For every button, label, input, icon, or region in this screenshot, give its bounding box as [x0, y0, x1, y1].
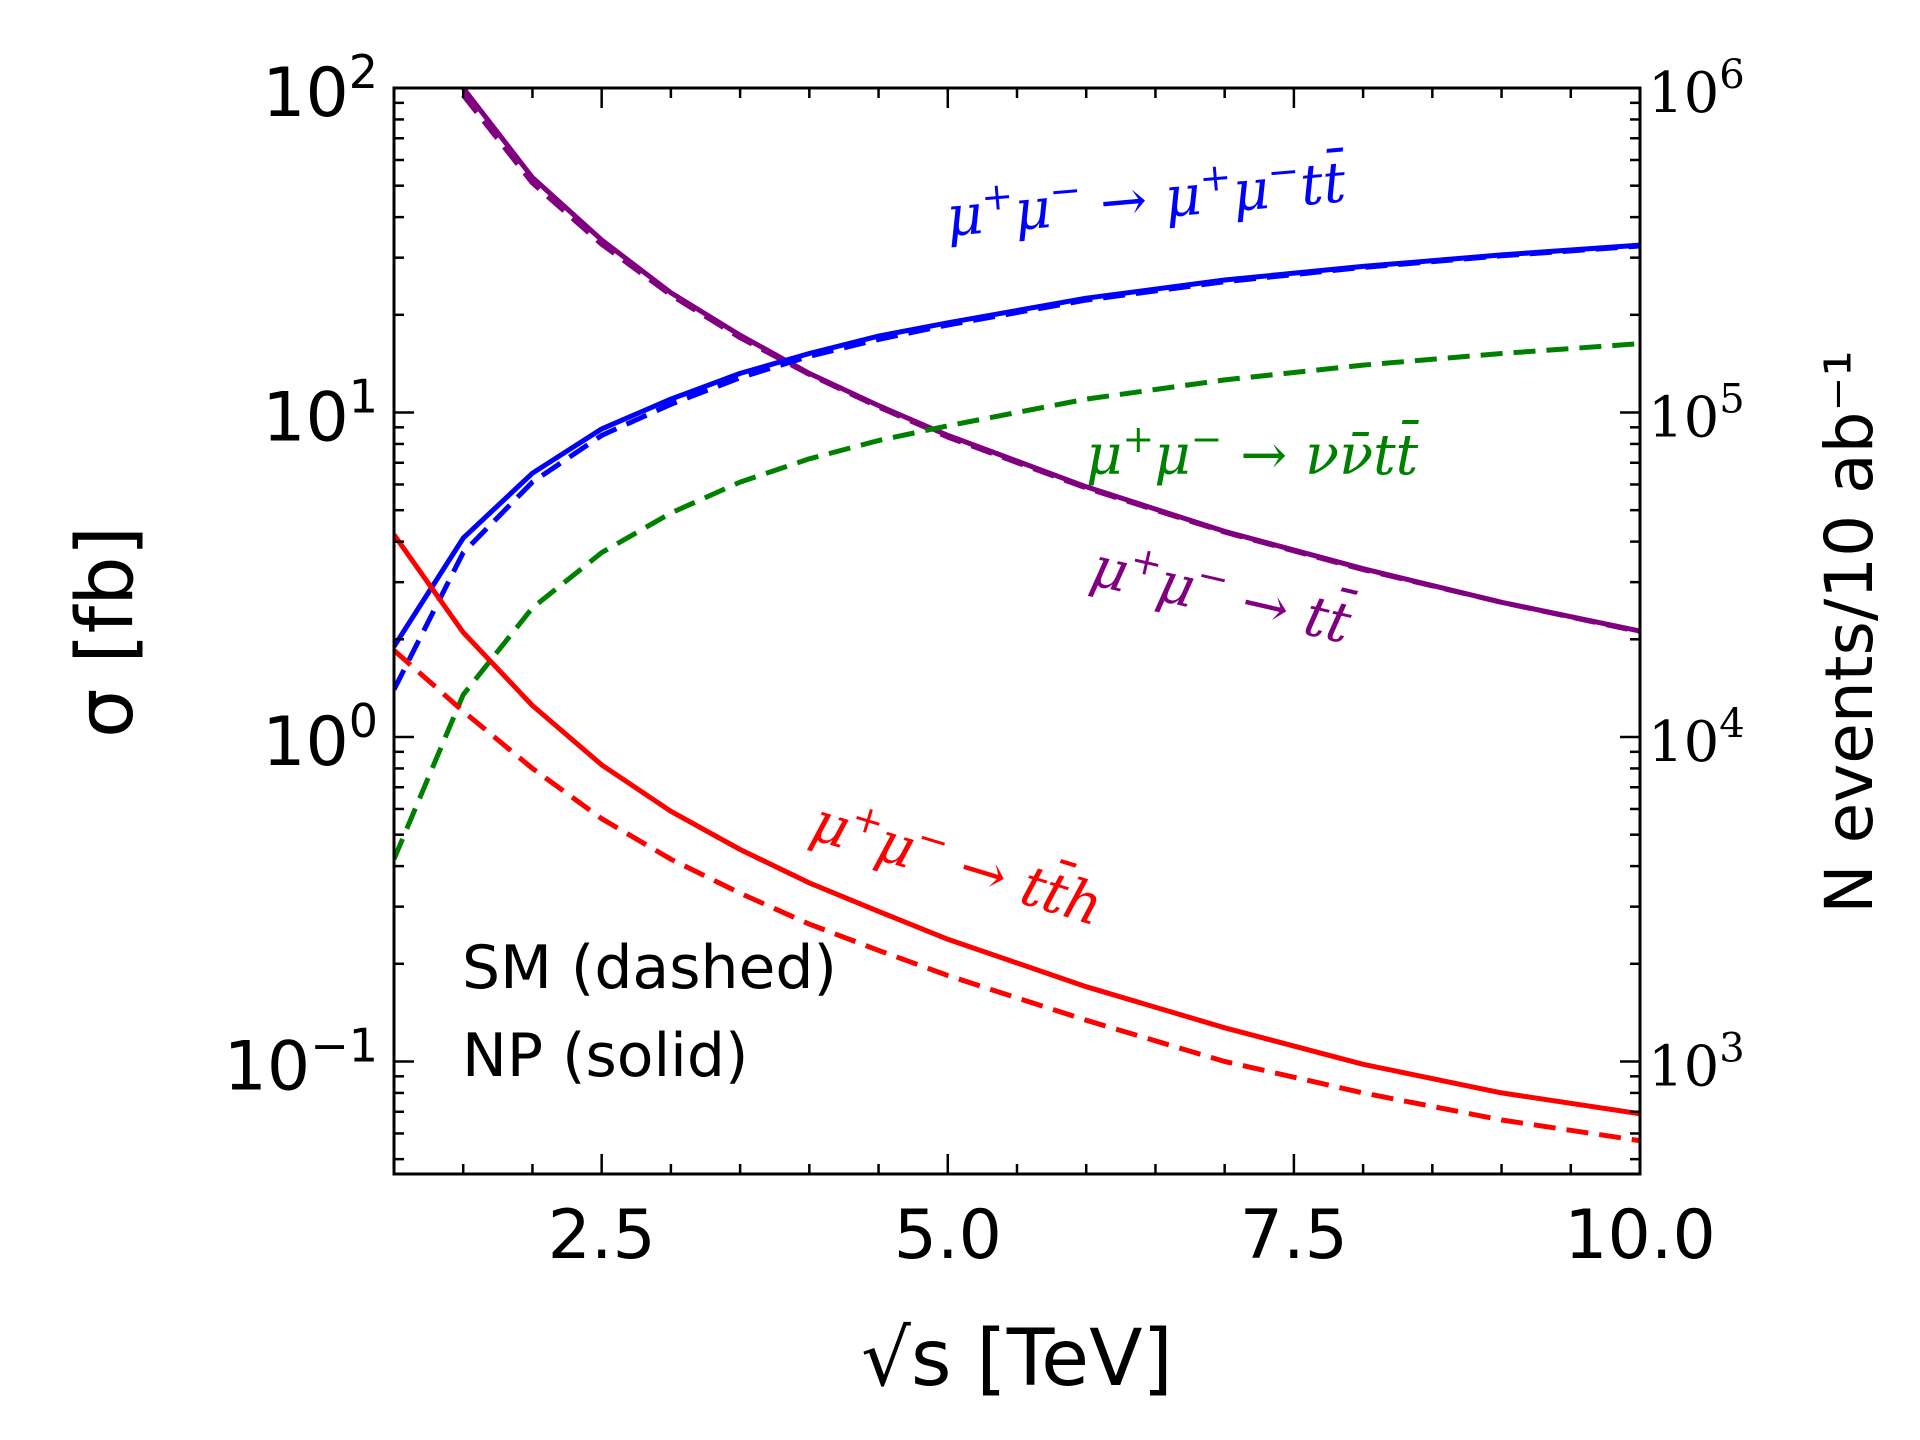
series-line-mumu_mumutt-solid — [394, 242, 1640, 648]
y2-tick-label-1e5: 105 — [1648, 376, 1745, 450]
annotation-mumu-mumutt: μ+μ− → μ+μ−tt̄ — [943, 144, 1350, 250]
series-line-mumu_tt-dashed — [461, 93, 1640, 635]
y-tick-label-1e1: 101 — [262, 369, 378, 457]
series-line-mumu_tth-dashed — [394, 648, 1640, 1144]
ticks-layer — [392, 86, 1642, 1174]
x-tick-label-10.0: 10.0 — [1564, 1196, 1715, 1275]
x-tick-label-2.5: 2.5 — [548, 1196, 656, 1275]
annotation-mumu-nunutt: μ+μ− → νν̄tt̄ — [1086, 417, 1420, 488]
legend-note: SM (dashed) NP (solid) — [462, 933, 837, 1091]
x-axis-label: √s [TeV] — [861, 1314, 1173, 1404]
legend-note-np: NP (solid) — [462, 1021, 748, 1091]
y-tick-label-1e0: 100 — [262, 694, 378, 782]
annotation-mumu-tth: μ+μ− → tt̄h — [804, 783, 1112, 939]
y2-tick-label-1e4: 104 — [1648, 701, 1745, 775]
series-line-mumu_mumutt-dashed — [394, 243, 1640, 691]
x-tick-label-7.5: 7.5 — [1240, 1196, 1348, 1275]
y-tick-label-1e-1: 10−1 — [224, 1018, 378, 1106]
y2-tick-label-1e3: 103 — [1648, 1025, 1745, 1099]
series-line-mumu_nunutt-dashed — [394, 341, 1640, 861]
process-annotations: μ+μ− → μ+μ−tt̄ μ+μ− → νν̄tt̄ μ+μ− → tt̄ … — [804, 144, 1420, 939]
legend-note-sm: SM (dashed) — [462, 933, 837, 1003]
y2-tick-label-1e6: 106 — [1648, 52, 1745, 126]
y-tick-label-1e2: 102 — [262, 45, 378, 133]
series-line-mumu_tth-solid — [394, 533, 1640, 1117]
y2-axis-label: N events/10 ab⁻¹ — [1811, 350, 1888, 914]
x-tick-label-5.0: 5.0 — [894, 1196, 1002, 1275]
y-axis-label: σ [fb] — [61, 526, 151, 738]
curves-layer — [394, 88, 1640, 1144]
plot-frame — [392, 86, 1642, 1176]
annotation-mumu-tt: μ+μ− → tt̄ — [1085, 528, 1360, 657]
